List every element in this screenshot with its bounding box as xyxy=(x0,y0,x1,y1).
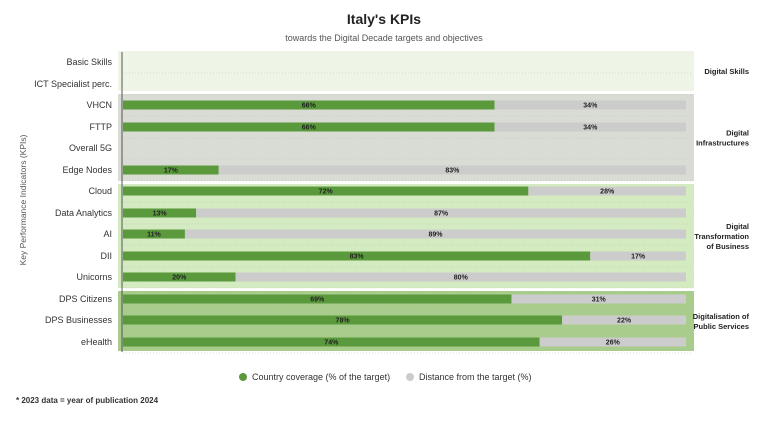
data-label: 66% xyxy=(302,103,317,110)
data-label: 74% xyxy=(324,340,339,347)
data-label: 80% xyxy=(454,275,469,282)
category-label: DPS Businesses xyxy=(45,315,113,325)
category-label: DPS Citizens xyxy=(59,294,113,304)
category-label: FTTP xyxy=(90,122,113,132)
bar-coverage xyxy=(123,337,540,347)
data-label: 26% xyxy=(606,340,621,347)
legend-marker xyxy=(406,373,414,381)
data-label: 87% xyxy=(434,211,449,218)
bar-distance xyxy=(539,337,686,347)
legend-label: Country coverage (% of the target) xyxy=(252,372,390,382)
footnote: * 2023 data = year of publication 2024 xyxy=(16,396,159,405)
group-label: Digital Skills xyxy=(704,67,749,76)
bar-coverage xyxy=(123,294,512,304)
bar-distance xyxy=(590,251,686,261)
data-label: 83% xyxy=(445,168,460,175)
bar-coverage xyxy=(123,315,563,325)
bars: 66% 34% 66% 34% 17% 83% 72% 28% 13% 87% 11% 89% 83% 1… xyxy=(123,100,686,347)
group-label: Transformation xyxy=(694,232,749,241)
bar-coverage xyxy=(123,100,495,110)
data-label: 34% xyxy=(583,125,598,132)
group-label: Infrastructures xyxy=(696,139,749,148)
group-label: Digital xyxy=(726,222,749,231)
bar-distance xyxy=(235,272,686,282)
category-label: eHealth xyxy=(81,337,112,347)
category-label: Edge Nodes xyxy=(62,165,112,175)
bar-coverage xyxy=(123,272,236,282)
category-label: VHCN xyxy=(86,100,112,110)
data-label: 13% xyxy=(153,211,168,218)
bar-coverage xyxy=(123,251,591,261)
data-label: 17% xyxy=(164,168,179,175)
bar-distance xyxy=(528,186,686,196)
data-label: 89% xyxy=(428,232,443,239)
category-label: Unicorns xyxy=(76,272,112,282)
bar-distance xyxy=(184,229,686,239)
category-label: Overall 5G xyxy=(69,143,112,153)
group-backgrounds: Digital SkillsDigitalInfrastructuresDigi… xyxy=(118,51,750,354)
category-label: DII xyxy=(100,251,112,261)
group-label: Public Services xyxy=(694,322,749,331)
group-band-0 xyxy=(118,51,694,91)
chart-subtitle: towards the Digital Decade targets and o… xyxy=(285,33,483,43)
data-label: 20% xyxy=(172,275,187,282)
y-axis-title: Key Performance Indicators (KPIs) xyxy=(18,134,28,265)
data-label: 66% xyxy=(302,125,317,132)
data-label: 69% xyxy=(310,297,325,304)
bar-coverage xyxy=(123,186,529,196)
legend-label: Distance from the target (%) xyxy=(419,372,532,382)
data-label: 22% xyxy=(617,318,632,325)
bar-coverage xyxy=(123,165,219,175)
bar-distance xyxy=(494,100,686,110)
bar-coverage xyxy=(123,229,185,239)
legend: Country coverage (% of the target) Distan… xyxy=(239,372,532,382)
category-label: Cloud xyxy=(88,186,112,196)
bar-coverage xyxy=(123,208,197,218)
category-label: Basic Skills xyxy=(66,57,112,67)
category-label: AI xyxy=(103,229,112,239)
category-label: Data Analytics xyxy=(55,208,113,218)
data-label: 11% xyxy=(147,232,161,239)
category-label: ICT Specialist perc. xyxy=(34,79,112,89)
group-label: Digital xyxy=(726,129,749,138)
group-label: of Business xyxy=(706,242,749,251)
data-label: 28% xyxy=(600,189,615,196)
bar-distance xyxy=(196,208,686,218)
legend-marker xyxy=(239,373,247,381)
chart-title: Italy's KPIs xyxy=(347,11,421,27)
bar-coverage xyxy=(123,122,495,132)
data-label: 34% xyxy=(583,103,598,110)
bar-distance xyxy=(494,122,686,132)
bar-distance xyxy=(511,294,686,304)
data-label: 17% xyxy=(631,254,646,261)
data-label: 78% xyxy=(336,318,351,325)
category-labels: Basic Skills ICT Specialist perc. VHCN FTTP… xyxy=(34,57,112,347)
data-label: 31% xyxy=(592,297,607,304)
data-label: 72% xyxy=(319,189,334,196)
group-label: Digitalisation of xyxy=(693,312,750,321)
bar-distance xyxy=(218,165,686,175)
bar-distance xyxy=(562,315,686,325)
data-label: 83% xyxy=(350,254,365,261)
